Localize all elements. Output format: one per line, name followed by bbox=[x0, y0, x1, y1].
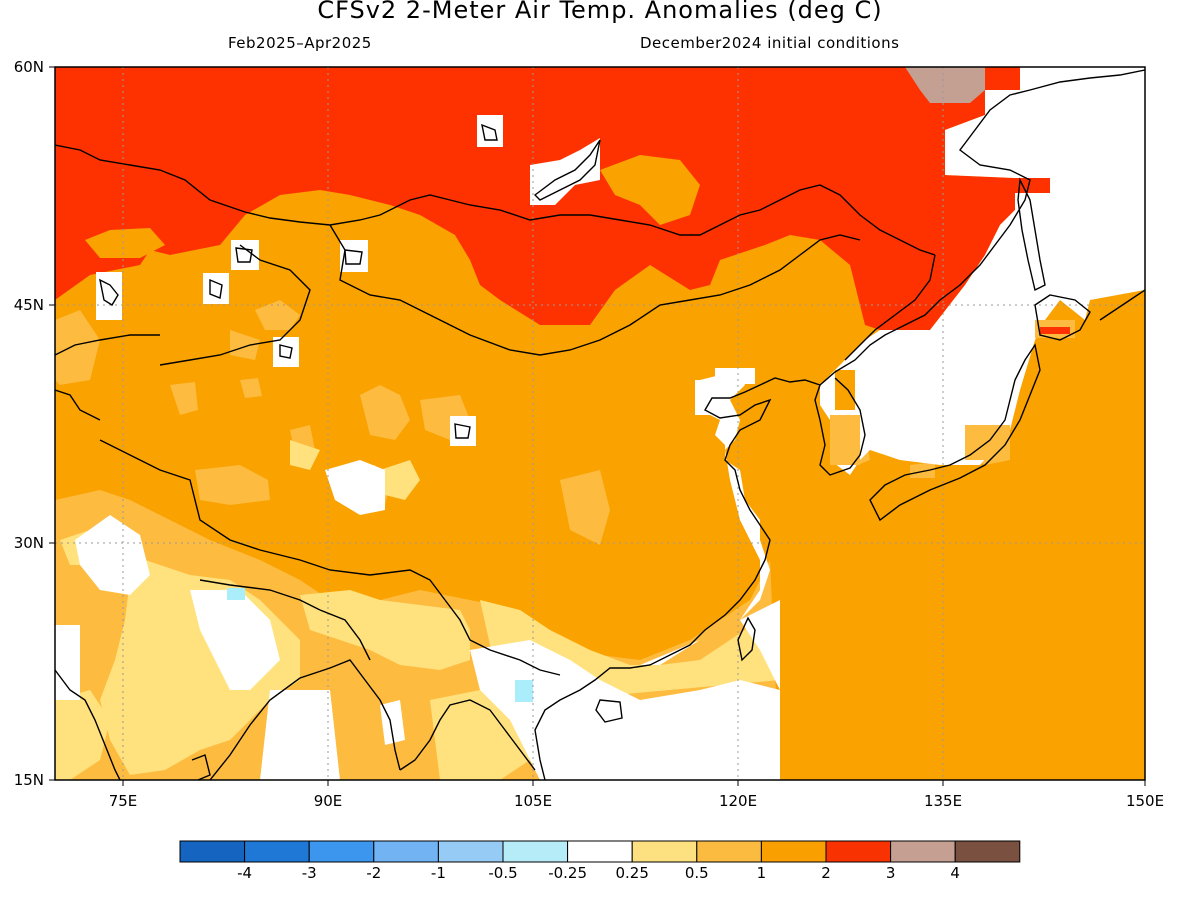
colorbar-swatch bbox=[437, 840, 504, 863]
axis-ticks bbox=[49, 66, 1146, 786]
graticule bbox=[55, 67, 1145, 780]
anomaly-region-neg-0-25-b bbox=[515, 680, 533, 702]
colorbar-label: -0.5 bbox=[488, 864, 518, 882]
colorbar-label: 0.25 bbox=[615, 864, 649, 882]
colorbar-swatch bbox=[373, 840, 439, 863]
colorbar-swatch bbox=[954, 840, 1021, 863]
lat-label-15n: 15N bbox=[13, 771, 44, 789]
colorbar-label: 3 bbox=[885, 864, 896, 882]
lake-masks bbox=[55, 115, 755, 655]
lon-label-120e: 120E bbox=[718, 792, 758, 810]
anomaly-fill-layer bbox=[55, 67, 1145, 780]
initial-conditions: December2024 initial conditions bbox=[640, 34, 900, 52]
anomaly-sakhalin bbox=[1015, 178, 1050, 193]
lon-label-135e: 135E bbox=[923, 792, 963, 810]
lon-label-75e: 75E bbox=[108, 792, 138, 810]
colorbar-label: 1 bbox=[756, 864, 767, 882]
anomaly-korea-2 bbox=[835, 370, 855, 410]
anomaly-korea bbox=[830, 415, 860, 465]
colorbar-swatch bbox=[760, 840, 827, 863]
colorbar-swatch bbox=[244, 840, 310, 863]
lon-label-90e: 90E bbox=[313, 792, 343, 810]
colorbar-label: 4 bbox=[950, 864, 960, 882]
plot-frame bbox=[54, 66, 1146, 781]
colorbar-label: -3 bbox=[301, 864, 317, 882]
anomaly-hokkaido-red bbox=[1040, 327, 1070, 334]
anomaly-region-3-4 bbox=[905, 67, 985, 103]
colorbar-swatch bbox=[696, 840, 762, 863]
lat-label-30n: 30N bbox=[13, 534, 44, 552]
colorbar-label: -2 bbox=[366, 864, 382, 882]
anomaly-region-1-2-kazakh bbox=[85, 228, 165, 258]
colorbar-swatch bbox=[825, 840, 892, 863]
colorbar-swatch bbox=[502, 840, 569, 863]
forecast-period: Feb2025–Apr2025 bbox=[228, 34, 372, 52]
colorbar-label: -4 bbox=[237, 864, 253, 882]
lon-label-150e: 150E bbox=[1125, 792, 1165, 810]
colorbar-swatch bbox=[631, 840, 698, 863]
colorbar-swatch bbox=[567, 840, 633, 863]
ocean-mask bbox=[640, 67, 1145, 780]
lat-label-45n: 45N bbox=[13, 296, 44, 314]
colorbar-swatch bbox=[308, 840, 375, 863]
anomaly-region-1-2-north bbox=[600, 155, 700, 225]
colorbar-label: 0.5 bbox=[684, 864, 709, 882]
colorbar-swatch bbox=[890, 840, 956, 863]
lat-label-60n: 60N bbox=[13, 58, 44, 76]
anomaly-region-neutral bbox=[55, 515, 780, 780]
colorbar-swatch bbox=[179, 840, 246, 863]
colorbar-label: 2 bbox=[821, 864, 831, 882]
anomaly-region-neg-0-25-a bbox=[227, 588, 245, 600]
colorbar bbox=[179, 840, 1021, 863]
colorbar-label: -0.25 bbox=[548, 864, 587, 882]
coastlines-borders bbox=[55, 69, 1145, 780]
lon-label-105e: 105E bbox=[513, 792, 553, 810]
colorbar-label: -1 bbox=[430, 864, 446, 882]
map-title: CFSv2 2-Meter Air Temp. Anomalies (deg C… bbox=[317, 0, 883, 24]
